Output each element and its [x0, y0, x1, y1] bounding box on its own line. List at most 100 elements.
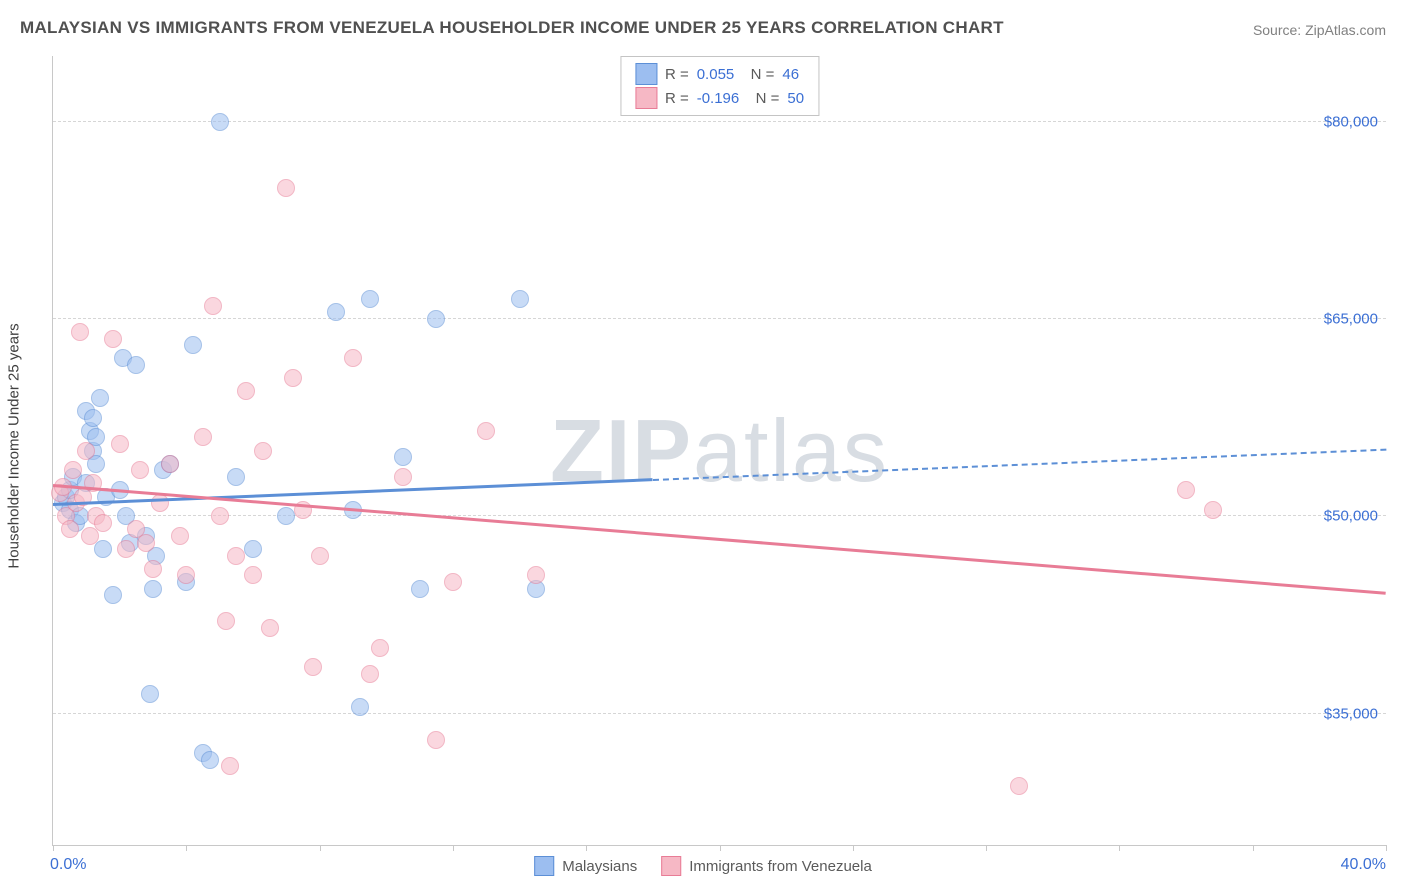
data-point — [201, 751, 219, 769]
legend-swatch-icon — [534, 856, 554, 876]
x-tick — [586, 845, 587, 851]
data-point — [104, 586, 122, 604]
legend-item: Immigrants from Venezuela — [661, 856, 872, 876]
legend-r-value: -0.196 — [697, 90, 740, 107]
legend-swatch-icon — [635, 63, 657, 85]
legend-series-label: Immigrants from Venezuela — [689, 858, 872, 875]
data-point — [527, 566, 545, 584]
legend-r-value: 0.055 — [697, 66, 735, 83]
data-point — [444, 573, 462, 591]
data-point — [144, 560, 162, 578]
data-point — [117, 540, 135, 558]
data-point — [221, 757, 239, 775]
data-point — [477, 422, 495, 440]
data-point — [284, 369, 302, 387]
data-point — [161, 455, 179, 473]
data-point — [394, 448, 412, 466]
data-point — [131, 461, 149, 479]
data-point — [427, 310, 445, 328]
legend-n-label: N = — [742, 66, 774, 83]
data-point — [71, 323, 89, 341]
data-point — [127, 356, 145, 374]
data-point — [211, 113, 229, 131]
gridline — [53, 121, 1386, 122]
data-point — [177, 566, 195, 584]
data-point — [311, 547, 329, 565]
x-tick — [1253, 845, 1254, 851]
data-point — [64, 461, 82, 479]
data-point — [427, 731, 445, 749]
data-point — [511, 290, 529, 308]
x-tick — [720, 845, 721, 851]
watermark: ZIPatlas — [550, 400, 889, 502]
data-point — [171, 527, 189, 545]
legend-swatch-icon — [635, 87, 657, 109]
plot-area: ZIPatlas R = 0.055 N = 46 R = -0.196 N =… — [52, 56, 1386, 846]
data-point — [111, 435, 129, 453]
data-point — [244, 540, 262, 558]
legend-row: R = 0.055 N = 46 — [635, 63, 804, 85]
data-point — [351, 698, 369, 716]
gridline — [53, 318, 1386, 319]
data-point — [371, 639, 389, 657]
legend-row: R = -0.196 N = 50 — [635, 87, 804, 109]
regression-line — [653, 449, 1386, 481]
x-tick — [986, 845, 987, 851]
y-axis-title: Householder Income Under 25 years — [6, 323, 23, 568]
data-point — [137, 534, 155, 552]
x-tick — [186, 845, 187, 851]
source-label: Source: ZipAtlas.com — [1253, 22, 1386, 38]
data-point — [361, 665, 379, 683]
data-point — [254, 442, 272, 460]
data-point — [84, 409, 102, 427]
data-point — [184, 336, 202, 354]
data-point — [394, 468, 412, 486]
data-point — [104, 330, 122, 348]
x-tick — [320, 845, 321, 851]
data-point — [327, 303, 345, 321]
data-point — [94, 540, 112, 558]
x-tick — [1386, 845, 1387, 851]
legend-n-value: 46 — [782, 66, 799, 83]
stats-legend: R = 0.055 N = 46 R = -0.196 N = 50 — [620, 56, 819, 116]
data-point — [1177, 481, 1195, 499]
data-point — [361, 290, 379, 308]
data-point — [344, 349, 362, 367]
data-point — [237, 382, 255, 400]
x-tick — [853, 845, 854, 851]
data-point — [194, 428, 212, 446]
chart-title: MALAYSIAN VS IMMIGRANTS FROM VENEZUELA H… — [20, 18, 1004, 38]
legend-series-label: Malaysians — [562, 858, 637, 875]
legend-swatch-icon — [661, 856, 681, 876]
x-tick — [453, 845, 454, 851]
data-point — [277, 507, 295, 525]
legend-r-label: R = — [665, 66, 689, 83]
data-point — [204, 297, 222, 315]
data-point — [77, 442, 95, 460]
x-tick — [1119, 845, 1120, 851]
y-tick-label: $80,000 — [1324, 113, 1378, 130]
data-point — [244, 566, 262, 584]
legend-r-label: R = — [665, 90, 689, 107]
data-point — [304, 658, 322, 676]
y-tick-label: $65,000 — [1324, 311, 1378, 328]
legend-n-value: 50 — [787, 90, 804, 107]
data-point — [91, 389, 109, 407]
data-point — [81, 527, 99, 545]
data-point — [227, 468, 245, 486]
gridline — [53, 713, 1386, 714]
x-tick — [53, 845, 54, 851]
data-point — [227, 547, 245, 565]
data-point — [1204, 501, 1222, 519]
data-point — [1010, 777, 1028, 795]
data-point — [144, 580, 162, 598]
data-point — [94, 514, 112, 532]
gridline — [53, 515, 1386, 516]
legend-n-label: N = — [747, 90, 779, 107]
y-tick-label: $35,000 — [1324, 705, 1378, 722]
data-point — [261, 619, 279, 637]
series-legend: Malaysians Immigrants from Venezuela — [534, 856, 872, 876]
data-point — [141, 685, 159, 703]
x-axis-min-label: 0.0% — [50, 856, 86, 874]
x-axis-max-label: 40.0% — [1341, 856, 1386, 874]
